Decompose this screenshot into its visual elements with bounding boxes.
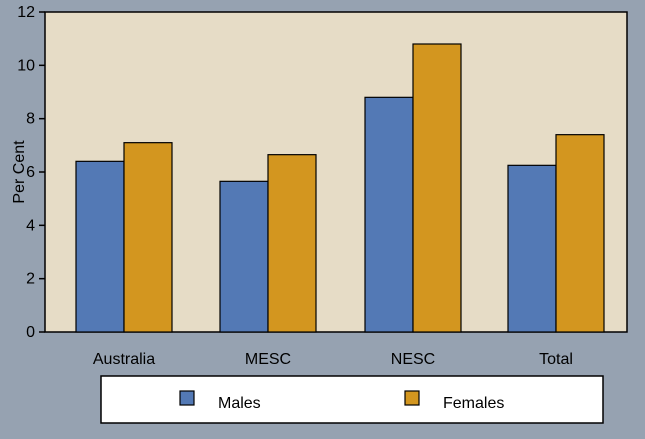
y-tick-label: 4 <box>26 217 35 234</box>
legend-label-males: Males <box>218 395 261 412</box>
x-category-label: Australia <box>93 351 155 368</box>
legend-swatch-males <box>179 390 195 406</box>
x-axis-labels: Australia MESC NESC Total <box>93 351 573 368</box>
bars-group <box>75 43 605 333</box>
legend-swatch-females <box>404 390 420 406</box>
bar-females-australia <box>123 142 173 333</box>
bar-males-australia <box>75 160 125 333</box>
y-tick-label: 6 <box>26 164 35 181</box>
legend: Males Females <box>100 375 604 424</box>
legend-label-females: Females <box>443 395 504 412</box>
bar-males-total <box>507 164 557 333</box>
y-axis-ticks: 0 2 4 6 8 10 12 <box>17 4 45 341</box>
x-category-label: Total <box>539 351 573 368</box>
y-tick-label: 0 <box>26 324 35 341</box>
y-tick-label: 8 <box>26 111 35 128</box>
bar-males-nesc <box>364 96 414 333</box>
legend-box <box>100 375 604 424</box>
bar-males-mesc <box>219 180 269 333</box>
bar-females-nesc <box>412 43 462 333</box>
x-category-label: MESC <box>245 351 291 368</box>
y-tick-label: 12 <box>17 4 35 21</box>
bar-females-mesc <box>267 154 317 333</box>
y-tick-label: 2 <box>26 271 35 288</box>
y-tick-label: 10 <box>17 57 35 74</box>
bar-females-total <box>555 134 605 333</box>
y-axis-title: Per Cent <box>11 140 28 204</box>
x-category-label: NESC <box>391 351 435 368</box>
